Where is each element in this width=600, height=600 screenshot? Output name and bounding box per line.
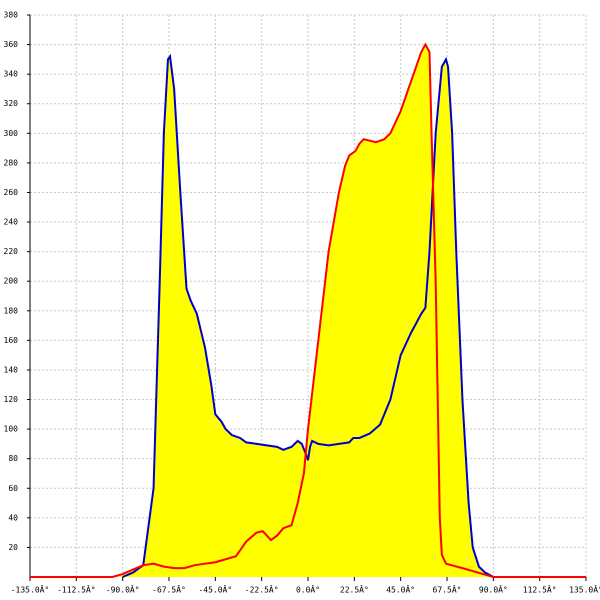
area-fill — [30, 44, 586, 577]
y-tick-label: 140 — [4, 365, 19, 374]
y-tick-label: 220 — [4, 247, 19, 256]
y-tick-label: 240 — [4, 218, 19, 227]
y-tick-label: 160 — [4, 336, 19, 345]
x-tick-label: 0.0Â° — [296, 584, 320, 595]
y-tick-label: 320 — [4, 99, 19, 108]
y-tick-label: 120 — [4, 395, 19, 404]
y-tick-label: 280 — [4, 158, 19, 167]
x-tick-label: 45.0Â° — [386, 584, 415, 595]
y-tick-label: 380 — [4, 11, 19, 20]
x-tick-label: -90.0Â° — [106, 584, 140, 595]
y-tick-label: 360 — [4, 40, 19, 49]
y-tick-label: 180 — [4, 306, 19, 315]
y-tick-label: 20 — [8, 543, 18, 552]
x-tick-label: -45.0Â° — [198, 584, 232, 595]
y-tick-label: 340 — [4, 70, 19, 79]
x-tick-label: 135.0Â° — [569, 584, 600, 595]
x-tick-label: 22.5Â° — [340, 584, 369, 595]
y-tick-label: 200 — [4, 277, 19, 286]
y-tick-label: 80 — [8, 454, 18, 463]
y-tick-label: 40 — [8, 513, 18, 522]
x-tick-label: 112.5Â° — [523, 584, 557, 595]
x-tick-label: -135.0Â° — [11, 584, 50, 595]
y-tick-label: 100 — [4, 425, 19, 434]
x-tick-label: -67.5Â° — [152, 584, 186, 595]
x-tick-label: 67.5Â° — [433, 584, 462, 595]
series-line — [122, 53, 494, 578]
x-tick-label: -112.5Â° — [57, 584, 96, 595]
y-tick-label: 300 — [4, 129, 19, 138]
series-line — [30, 42, 586, 578]
y-tick-label: 260 — [4, 188, 19, 197]
x-tick-label: -22.5Â° — [245, 584, 279, 595]
x-tick-label: 90.0Â° — [479, 584, 508, 595]
y-tick-label: 60 — [8, 484, 18, 493]
